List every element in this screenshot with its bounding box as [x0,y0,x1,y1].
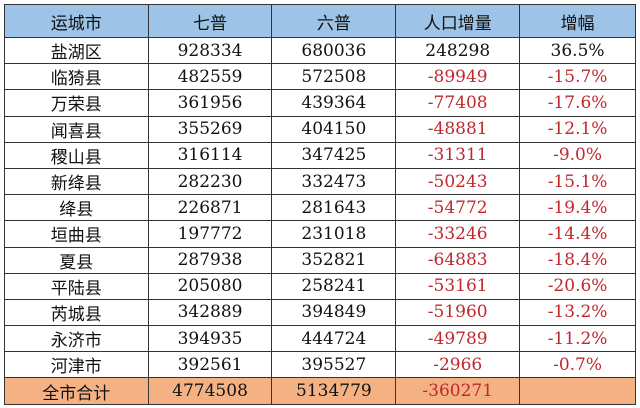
value-cell: 404150 [271,115,397,143]
value-cell: 482559 [147,63,273,91]
value-cell [519,377,636,406]
value-cell: -360271 [395,377,521,406]
value-cell: 197772 [147,220,273,248]
value-cell: 5134779 [271,377,397,406]
value-cell: -17.6% [519,89,636,117]
column-header: 运城市 [4,4,149,38]
value-cell: 394849 [271,298,397,327]
value-cell: -14.4% [519,220,636,248]
value-cell: -13.2% [519,298,636,327]
region-name-cell: 临猗县 [4,63,149,91]
value-cell: -11.2% [519,325,636,353]
value-cell: 287938 [147,246,273,274]
region-name-cell: 垣曲县 [4,220,149,248]
value-cell: -2966 [395,351,521,379]
region-name-cell: 河津市 [4,351,149,379]
value-cell: -12.1% [519,115,636,143]
value-cell: -20.6% [519,272,636,300]
value-cell: -48881 [395,115,521,143]
column-header: 增幅 [519,4,636,38]
value-cell: 258241 [271,272,397,300]
region-name-cell: 夏县 [4,246,149,274]
region-name-cell: 永济市 [4,325,149,353]
value-cell: -54772 [395,194,521,222]
header-row: 运城市 七普 六普 人口增量 增幅 [4,4,636,38]
value-cell: 342889 [147,298,273,327]
table-row: 永济市 394935 444724 -49789 -11.2% [4,325,636,353]
value-cell: -15.1% [519,167,636,196]
table-row: 临猗县 482559 572508 -89949 -15.7% [4,63,636,91]
value-cell: -89949 [395,63,521,91]
value-cell: -9.0% [519,141,636,169]
value-cell: 282230 [147,167,273,196]
value-cell: 231018 [271,220,397,248]
value-cell: 439364 [271,89,397,117]
value-cell: 4774508 [147,377,273,406]
value-cell: 352821 [271,246,397,274]
value-cell: 36.5% [519,36,636,65]
table-row: 盐湖区 928334 680036 248298 36.5% [4,36,636,65]
table-row: 闻喜县 355269 404150 -48881 -12.1% [4,115,636,143]
value-cell: -49789 [395,325,521,353]
table-row: 平陆县 205080 258241 -53161 -20.6% [4,272,636,300]
table-row: 河津市 392561 395527 -2966 -0.7% [4,351,636,379]
value-cell: 347425 [271,141,397,169]
value-cell: -64883 [395,246,521,274]
table-row: 绛县 226871 281643 -54772 -19.4% [4,194,636,222]
value-cell: -53161 [395,272,521,300]
region-name-cell: 芮城县 [4,298,149,327]
region-name-cell: 万荣县 [4,89,149,117]
value-cell: -0.7% [519,351,636,379]
column-header: 七普 [147,4,273,38]
value-cell: -77408 [395,89,521,117]
table-row: 夏县 287938 352821 -64883 -18.4% [4,246,636,274]
total-row: 全市合计 4774508 5134779 -360271 [4,377,636,406]
region-name-cell: 稷山县 [4,141,149,169]
table-row: 稷山县 316114 347425 -31311 -9.0% [4,141,636,169]
column-header: 六普 [271,4,397,38]
table-row: 万荣县 361956 439364 -77408 -17.6% [4,89,636,117]
region-name-cell: 平陆县 [4,272,149,300]
table-row: 新绛县 282230 332473 -50243 -15.1% [4,167,636,196]
value-cell: -18.4% [519,246,636,274]
value-cell: -31311 [395,141,521,169]
value-cell: 226871 [147,194,273,222]
region-name-cell: 绛县 [4,194,149,222]
table-row: 芮城县 342889 394849 -51960 -13.2% [4,298,636,327]
value-cell: -33246 [395,220,521,248]
value-cell: 444724 [271,325,397,353]
value-cell: 361956 [147,89,273,117]
region-name-cell: 盐湖区 [4,36,149,65]
value-cell: 248298 [395,36,521,65]
table-row: 垣曲县 197772 231018 -33246 -14.4% [4,220,636,248]
value-cell: 355269 [147,115,273,143]
value-cell: 572508 [271,63,397,91]
value-cell: 394935 [147,325,273,353]
value-cell: 395527 [271,351,397,379]
value-cell: -51960 [395,298,521,327]
value-cell: 205080 [147,272,273,300]
region-name-cell: 新绛县 [4,167,149,196]
column-header: 人口增量 [395,4,521,38]
value-cell: 316114 [147,141,273,169]
value-cell: 332473 [271,167,397,196]
population-table: 运城市 七普 六普 人口增量 增幅 盐湖区 928334 680036 248298 36.5%… [4,4,636,406]
value-cell: 281643 [271,194,397,222]
value-cell: 392561 [147,351,273,379]
value-cell: -19.4% [519,194,636,222]
value-cell: -15.7% [519,63,636,91]
region-name-cell: 全市合计 [4,377,149,406]
region-name-cell: 闻喜县 [4,115,149,143]
value-cell: 680036 [271,36,397,65]
value-cell: -50243 [395,167,521,196]
value-cell: 928334 [147,36,273,65]
